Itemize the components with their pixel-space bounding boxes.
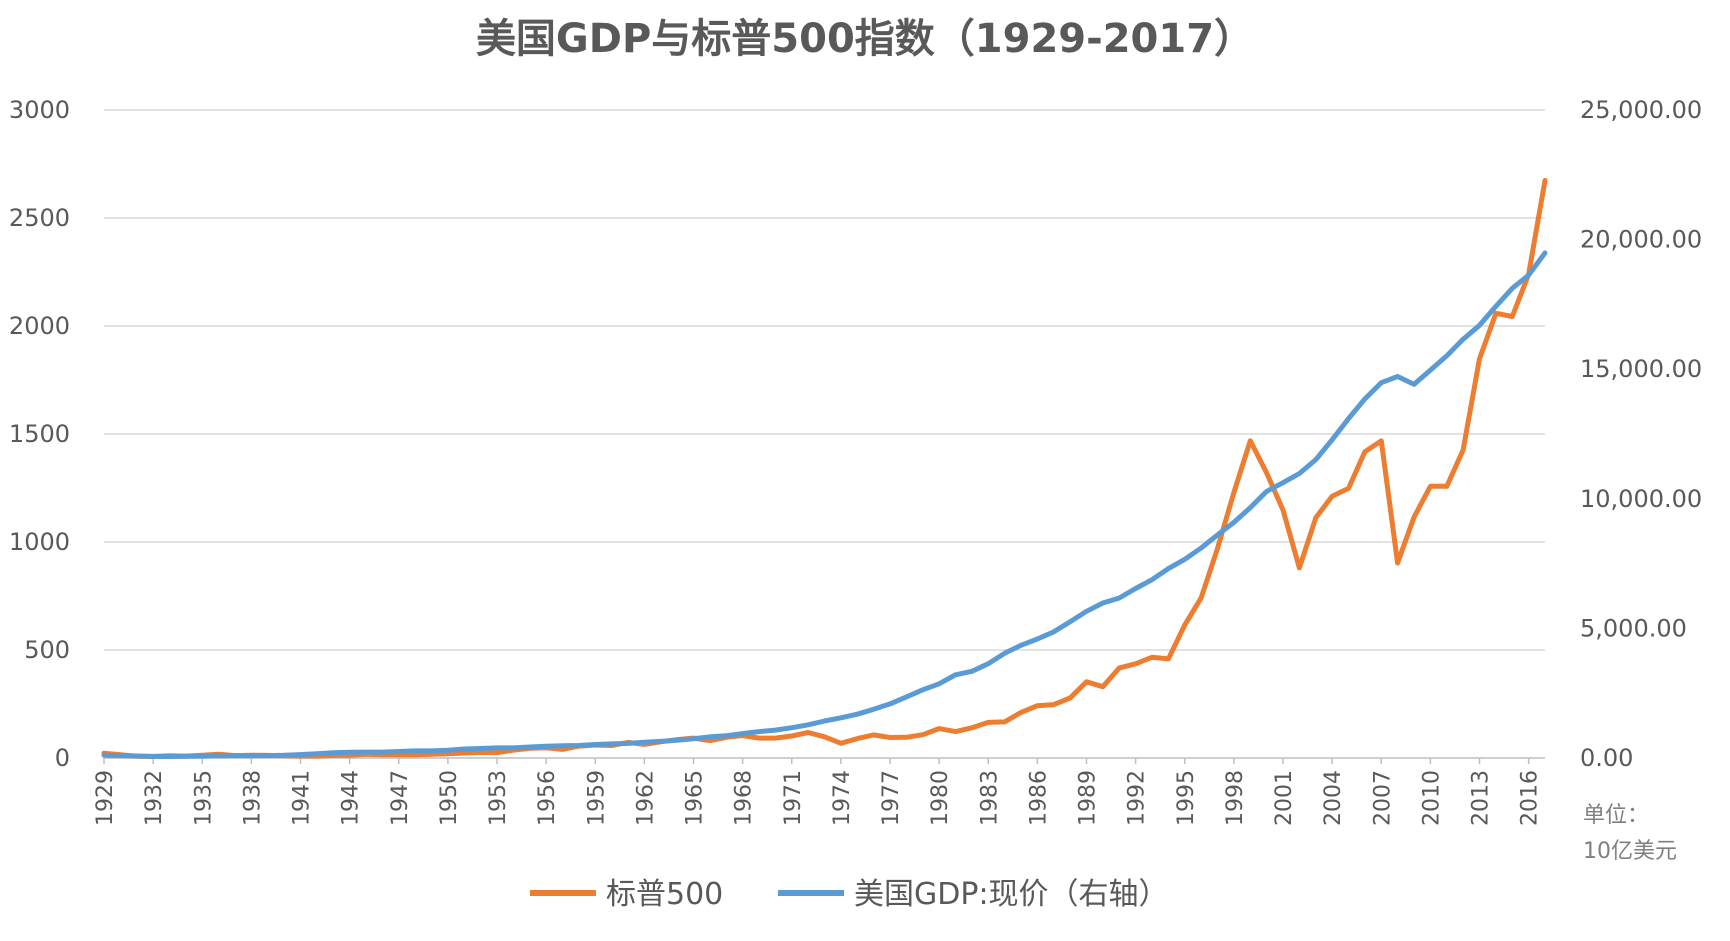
unit-label-line2: 10亿美元 [1583,839,1677,864]
left-tick-label: 2500 [9,204,70,232]
series-lines [101,177,1548,759]
x-tick-label: 1989 [1076,770,1101,826]
x-tick-label: 1992 [1125,770,1150,826]
x-tick-label: 1971 [781,770,806,826]
x-tick-label: 2001 [1272,770,1297,826]
right-tick-label: 5,000.00 [1580,614,1687,642]
x-tick-label: 1932 [142,770,167,826]
x-tick-label: 1968 [732,770,757,826]
left-tick-label: 500 [24,636,70,664]
x-tick-label: 2004 [1321,770,1346,826]
legend: 标普500 美国GDP:现价（右轴） [530,877,1169,912]
series-line-1 [101,177,1548,759]
x-tick-label: 1980 [928,770,953,826]
x-tick-label: 1998 [1223,770,1248,826]
left-y-axis: 0 500 1000 1500 2000 2500 3000 [9,96,70,772]
x-tick-label: 1986 [1026,770,1051,826]
left-tick-label: 3000 [9,96,70,124]
unit-label-line1: 单位： [1583,803,1649,828]
right-tick-label: 25,000.00 [1580,96,1702,124]
legend-label: 美国GDP:现价（右轴） [854,877,1169,912]
x-tick-label: 1974 [830,770,855,826]
x-tick-label: 1944 [339,770,364,826]
x-tick-label: 2010 [1419,770,1444,826]
grid [104,109,1545,651]
x-tick-label: 1983 [977,770,1002,826]
x-tick-label: 1959 [584,770,609,826]
right-tick-label: 10,000.00 [1580,485,1702,513]
left-tick-label: 1500 [9,420,70,448]
series-line-2 [101,250,1548,759]
right-tick-label: 15,000.00 [1580,355,1702,383]
x-tick-label: 1956 [535,770,560,826]
left-tick-label: 0 [55,744,70,772]
right-tick-label: 20,000.00 [1580,226,1702,254]
x-tick-label: 2016 [1518,770,1543,826]
x-tick-label: 1935 [191,770,216,826]
right-tick-label: 0.00 [1580,744,1633,772]
x-tick-label: 1965 [683,770,708,826]
x-tick-label: 1947 [388,770,413,826]
x-tick-label: 1941 [290,770,315,826]
x-tick-label: 2007 [1370,770,1395,826]
x-tick-label: 1938 [240,770,265,826]
x-tick-label: 1995 [1174,770,1199,826]
left-tick-label: 2000 [9,312,70,340]
x-axis: 1929 1932 1935 1938 1941 1944 1947 1950 1953 1956… [93,757,1545,826]
x-tick-label: 2013 [1469,770,1494,826]
x-tick-label: 1953 [486,770,511,826]
left-tick-label: 1000 [9,528,70,556]
right-y-axis: 0.00 5,000.00 10,000.00 15,000.00 20,000.00 2… [1580,96,1702,772]
chart-title: 美国GDP与标普500指数（1929-2017） [476,16,1254,62]
x-tick-label: 1977 [879,770,904,826]
x-tick-label: 1950 [437,770,462,826]
legend-label: 标普500 [606,877,723,912]
x-tick-label: 1962 [633,770,658,826]
x-tick-label: 1929 [93,770,118,826]
